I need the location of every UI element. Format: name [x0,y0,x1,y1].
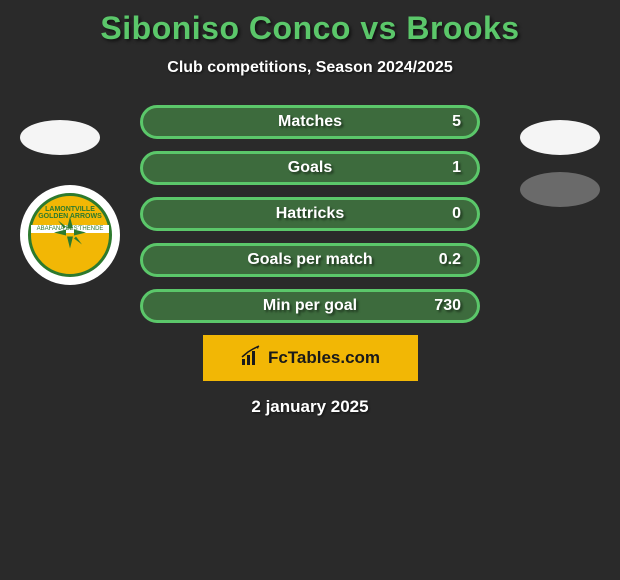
club-badge: LAMONTVILLE GOLDEN ARROWS ABAFANA BES'TH… [20,185,120,295]
stat-label: Hattricks [276,205,344,223]
stat-bar-goals: Goals 1 [140,151,480,185]
stat-value: 5 [452,113,461,131]
stat-bar-hattricks: Hattricks 0 [140,197,480,231]
page-title: Siboniso Conco vs Brooks [0,0,620,47]
stat-value: 730 [434,297,461,315]
chart-icon [240,345,262,372]
brand-text: FcTables.com [268,348,380,368]
badge-inner-circle: LAMONTVILLE GOLDEN ARROWS ABAFANA BES'TH… [28,193,112,277]
stat-value: 1 [452,159,461,177]
player-left-avatar-placeholder [20,120,100,155]
stat-label: Goals per match [247,251,372,269]
brand-box: FcTables.com [203,335,418,381]
player-right-avatar-placeholder-2 [520,172,600,207]
badge-outer-circle: LAMONTVILLE GOLDEN ARROWS ABAFANA BES'TH… [20,185,120,285]
date-text: 2 january 2025 [0,397,620,417]
subtitle: Club competitions, Season 2024/2025 [0,59,620,77]
stat-bars: Matches 5 Goals 1 Hattricks 0 Goals per … [140,105,480,323]
stat-value: 0 [452,205,461,223]
badge-arrows-icon [48,211,92,260]
stat-label: Min per goal [263,297,357,315]
infographic-container: Siboniso Conco vs Brooks Club competitio… [0,0,620,580]
stat-bar-min-per-goal: Min per goal 730 [140,289,480,323]
player-right-avatar-placeholder-1 [520,120,600,155]
stat-label: Goals [288,159,332,177]
stat-bar-matches: Matches 5 [140,105,480,139]
stat-value: 0.2 [439,251,461,269]
stat-bar-goals-per-match: Goals per match 0.2 [140,243,480,277]
stat-label: Matches [278,113,342,131]
